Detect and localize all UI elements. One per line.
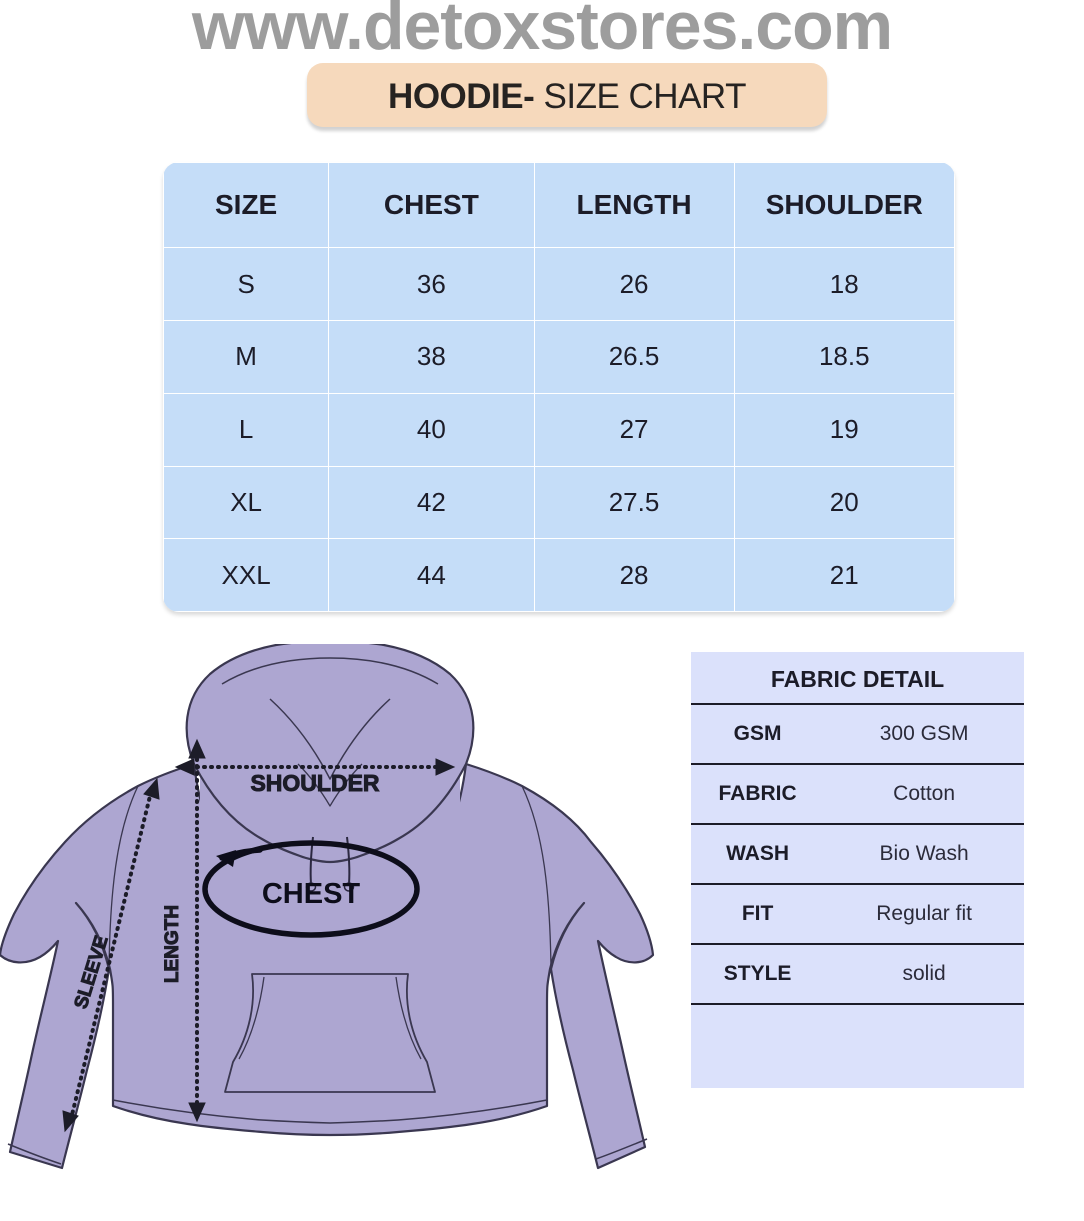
svg-text:CHEST: CHEST	[262, 878, 361, 910]
svg-text:SHOULDER: SHOULDER	[250, 770, 379, 796]
svg-text:LENGTH: LENGTH	[162, 905, 183, 983]
